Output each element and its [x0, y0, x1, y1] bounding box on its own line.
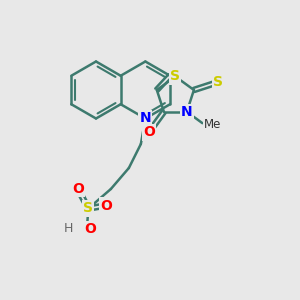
Text: H: H — [64, 221, 74, 235]
Text: N: N — [140, 112, 151, 125]
Text: O: O — [85, 222, 96, 236]
Text: N: N — [181, 105, 193, 119]
Text: O: O — [72, 182, 84, 196]
Text: Me: Me — [204, 118, 221, 131]
Text: S: S — [213, 75, 223, 89]
Text: S: S — [170, 70, 180, 83]
Text: S: S — [83, 202, 93, 215]
Text: O: O — [143, 125, 155, 140]
Text: O: O — [100, 199, 112, 212]
